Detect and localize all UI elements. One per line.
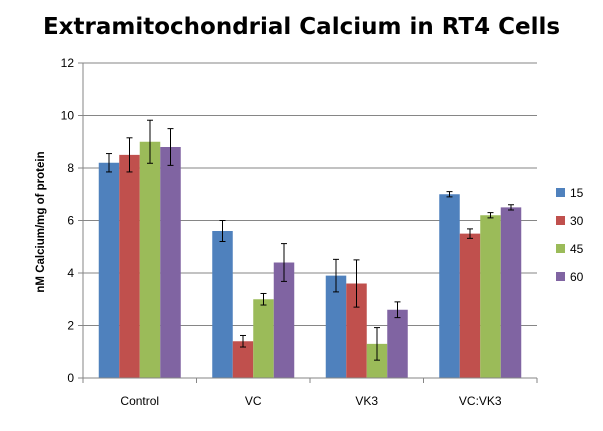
y-tick-label: 0	[67, 371, 74, 385]
bar-control-30	[119, 154, 140, 378]
bar-vk3-30	[346, 283, 367, 378]
tick-labels: 0 2 4 6 8 10 12 Control VC VK3 VC:VK3	[61, 56, 502, 408]
y-tick-label: 12	[61, 56, 75, 70]
error-bars	[106, 119, 514, 361]
x-tick-label: Control	[120, 394, 159, 408]
legend-label-45: 45	[570, 242, 584, 256]
x-tick-label: VC:VK3	[459, 394, 502, 408]
legend: 15 30 45 60	[556, 186, 584, 284]
bar-vc-45	[253, 299, 274, 378]
bar-vc-vk3-30	[459, 233, 481, 378]
bar-vc-15	[212, 231, 233, 378]
legend-swatch-15	[556, 188, 565, 197]
bar-control-15	[98, 162, 120, 378]
bar-vk3-15	[325, 275, 347, 378]
y-tick-label: 8	[67, 161, 74, 175]
bar-vc-vk3-45	[480, 215, 501, 378]
bar-marks	[98, 141, 522, 378]
bar-vc-30	[232, 341, 254, 378]
y-tick-label: 6	[67, 214, 74, 228]
legend-label-60: 60	[570, 270, 584, 284]
axes	[78, 62, 538, 383]
x-tick-label: VK3	[355, 394, 378, 408]
bar-vc-vk3-15	[439, 194, 460, 378]
bar-vk3-60	[387, 309, 408, 378]
legend-swatch-60	[556, 272, 565, 281]
legend-swatch-45	[556, 244, 565, 253]
bar-control-45	[139, 141, 161, 378]
legend-swatch-30	[556, 216, 565, 225]
y-tick-label: 10	[61, 109, 75, 123]
y-tick-label: 4	[67, 266, 74, 280]
bar-vc-60	[273, 262, 295, 378]
bar-vk3-45	[366, 343, 388, 378]
legend-label-30: 30	[570, 214, 584, 228]
legend-label-15: 15	[570, 186, 584, 200]
y-axis-title: nM Calcium/mg of protein	[35, 151, 47, 292]
bar-control-60	[160, 147, 181, 378]
x-tick-label: VC	[245, 394, 262, 408]
bar-vc-vk3-60	[500, 207, 522, 378]
chart-title: Extramitochondrial Calcium in RT4 Cells	[42, 14, 561, 40]
y-tick-label: 2	[67, 319, 74, 333]
